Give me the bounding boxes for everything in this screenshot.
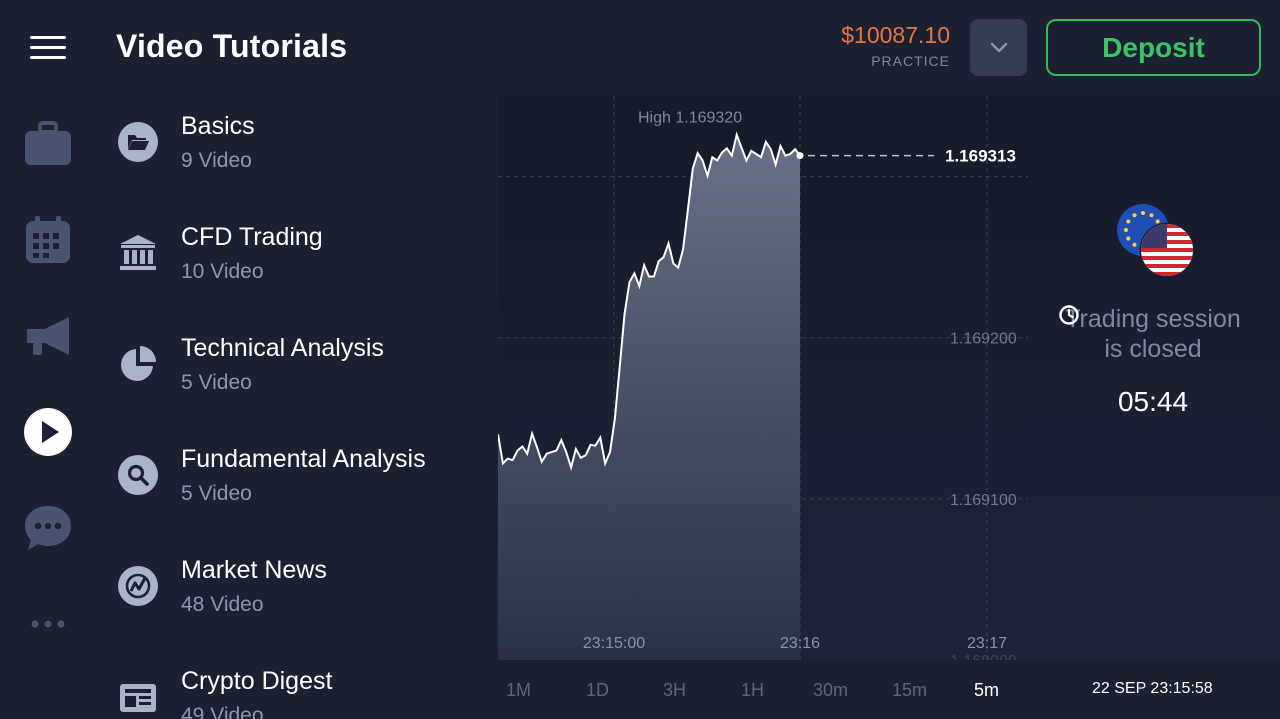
page-title: Video Tutorials: [116, 28, 348, 64]
calendar-icon: [26, 216, 70, 263]
list-item[interactable]: Basics 9 Video: [96, 96, 498, 196]
tutorial-count: 5 Video: [181, 482, 252, 505]
news-nav[interactable]: [22, 310, 74, 362]
balance-amount: $10087.10: [841, 22, 950, 48]
timeframe-option[interactable]: 1D: [586, 680, 610, 700]
chevron-down-icon: [990, 42, 1007, 52]
currency-pair-flags: [1115, 202, 1195, 280]
us-flag-icon: [1139, 222, 1195, 278]
current-price-dot: [796, 152, 804, 160]
tutorial-count: 9 Video: [181, 149, 252, 172]
bank-icon: [118, 233, 158, 273]
portfolio-nav[interactable]: [22, 118, 74, 170]
more-nav[interactable]: [22, 598, 74, 650]
list-item[interactable]: Fundamental Analysis 5 Video: [96, 429, 498, 529]
price-line: [498, 131, 801, 471]
timeframe-option-active[interactable]: 5m: [974, 680, 1000, 700]
x-tick-label: 23:17: [967, 635, 1007, 652]
chat-icon: [25, 506, 71, 550]
timeframe-option[interactable]: 3H: [663, 680, 687, 700]
tutorial-count: 10 Video: [181, 260, 264, 283]
timeframe-option[interactable]: 1H: [741, 680, 765, 700]
play-icon: [24, 408, 72, 456]
tutorials-nav[interactable]: [22, 406, 74, 458]
tutorial-title: Fundamental Analysis: [181, 445, 426, 473]
folder-icon: [118, 122, 158, 162]
y-tick-label: 1.169100: [950, 492, 1017, 509]
price-area: [498, 134, 800, 660]
deposit-button[interactable]: Deposit: [1046, 19, 1261, 76]
list-item[interactable]: Market News 48 Video: [96, 540, 498, 640]
news-globe-icon: [118, 566, 158, 606]
x-tick-label: 23:16: [780, 635, 820, 652]
tutorial-count: 48 Video: [181, 593, 264, 616]
high-label: High 1.169320: [638, 109, 742, 126]
timeframe-option[interactable]: 1M: [506, 680, 532, 700]
top-bar: Video Tutorials $10087.10 PRACTICE Depos…: [0, 0, 1280, 96]
calendar-nav[interactable]: [22, 214, 74, 266]
account-dropdown-button[interactable]: [970, 19, 1027, 76]
list-item[interactable]: Technical Analysis 5 Video: [96, 318, 498, 418]
countdown-value: 05:44: [1117, 386, 1189, 417]
tutorial-list: Basics 9 Video CFD Trading 10 Video Tech…: [96, 96, 498, 719]
briefcase-icon: [25, 121, 71, 165]
megaphone-icon: [27, 317, 69, 355]
clock-icon: [1059, 305, 1079, 325]
tutorial-title: Basics: [181, 112, 255, 140]
current-price-label: 1.169313: [945, 147, 1016, 166]
session-status: Trading session is closed: [1065, 305, 1241, 363]
tutorial-count: 5 Video: [181, 371, 252, 394]
y-tick-label: 1.169200: [950, 331, 1017, 348]
newspaper-icon: [118, 677, 158, 717]
list-item[interactable]: Crypto Digest 49 Video: [96, 651, 498, 719]
timeframe-option[interactable]: 30m: [813, 680, 849, 700]
x-tick-label: 23:15:00: [583, 635, 645, 652]
tutorial-title: Market News: [181, 556, 327, 584]
balance-display[interactable]: $10087.10 PRACTICE: [841, 22, 950, 69]
pie-chart-icon: [118, 344, 158, 384]
list-item[interactable]: CFD Trading 10 Video: [96, 207, 498, 307]
session-status-panel: Trading session is closed 05:44: [1058, 304, 1248, 418]
price-chart[interactable]: High 1.169320 1.169313 1.169200 1.169100 1…: [498, 96, 1280, 660]
more-icon: [31, 620, 65, 628]
timeframe-bar: 1M 1D 3H 1H 30m 15m 5m 22 SEP 23:15:58: [498, 660, 1280, 719]
chart-canvas[interactable]: High 1.169320 1.169313 1.169200 1.169100 1…: [498, 96, 1280, 660]
tutorial-title: Technical Analysis: [181, 334, 384, 362]
magnifier-icon: [118, 455, 158, 495]
tutorial-count: 49 Video: [181, 704, 264, 719]
menu-icon[interactable]: [30, 36, 66, 60]
y-tick-label: 1.169000: [950, 653, 1017, 660]
tutorial-title: Crypto Digest: [181, 667, 333, 695]
chat-nav[interactable]: [22, 502, 74, 554]
side-rail: [0, 96, 96, 719]
session-countdown: 05:44: [1058, 305, 1248, 418]
tutorial-title: CFD Trading: [181, 223, 323, 251]
server-time: 22 SEP 23:15:58: [1092, 680, 1213, 697]
timeframe-option[interactable]: 15m: [892, 680, 928, 700]
account-mode: PRACTICE: [871, 53, 950, 69]
